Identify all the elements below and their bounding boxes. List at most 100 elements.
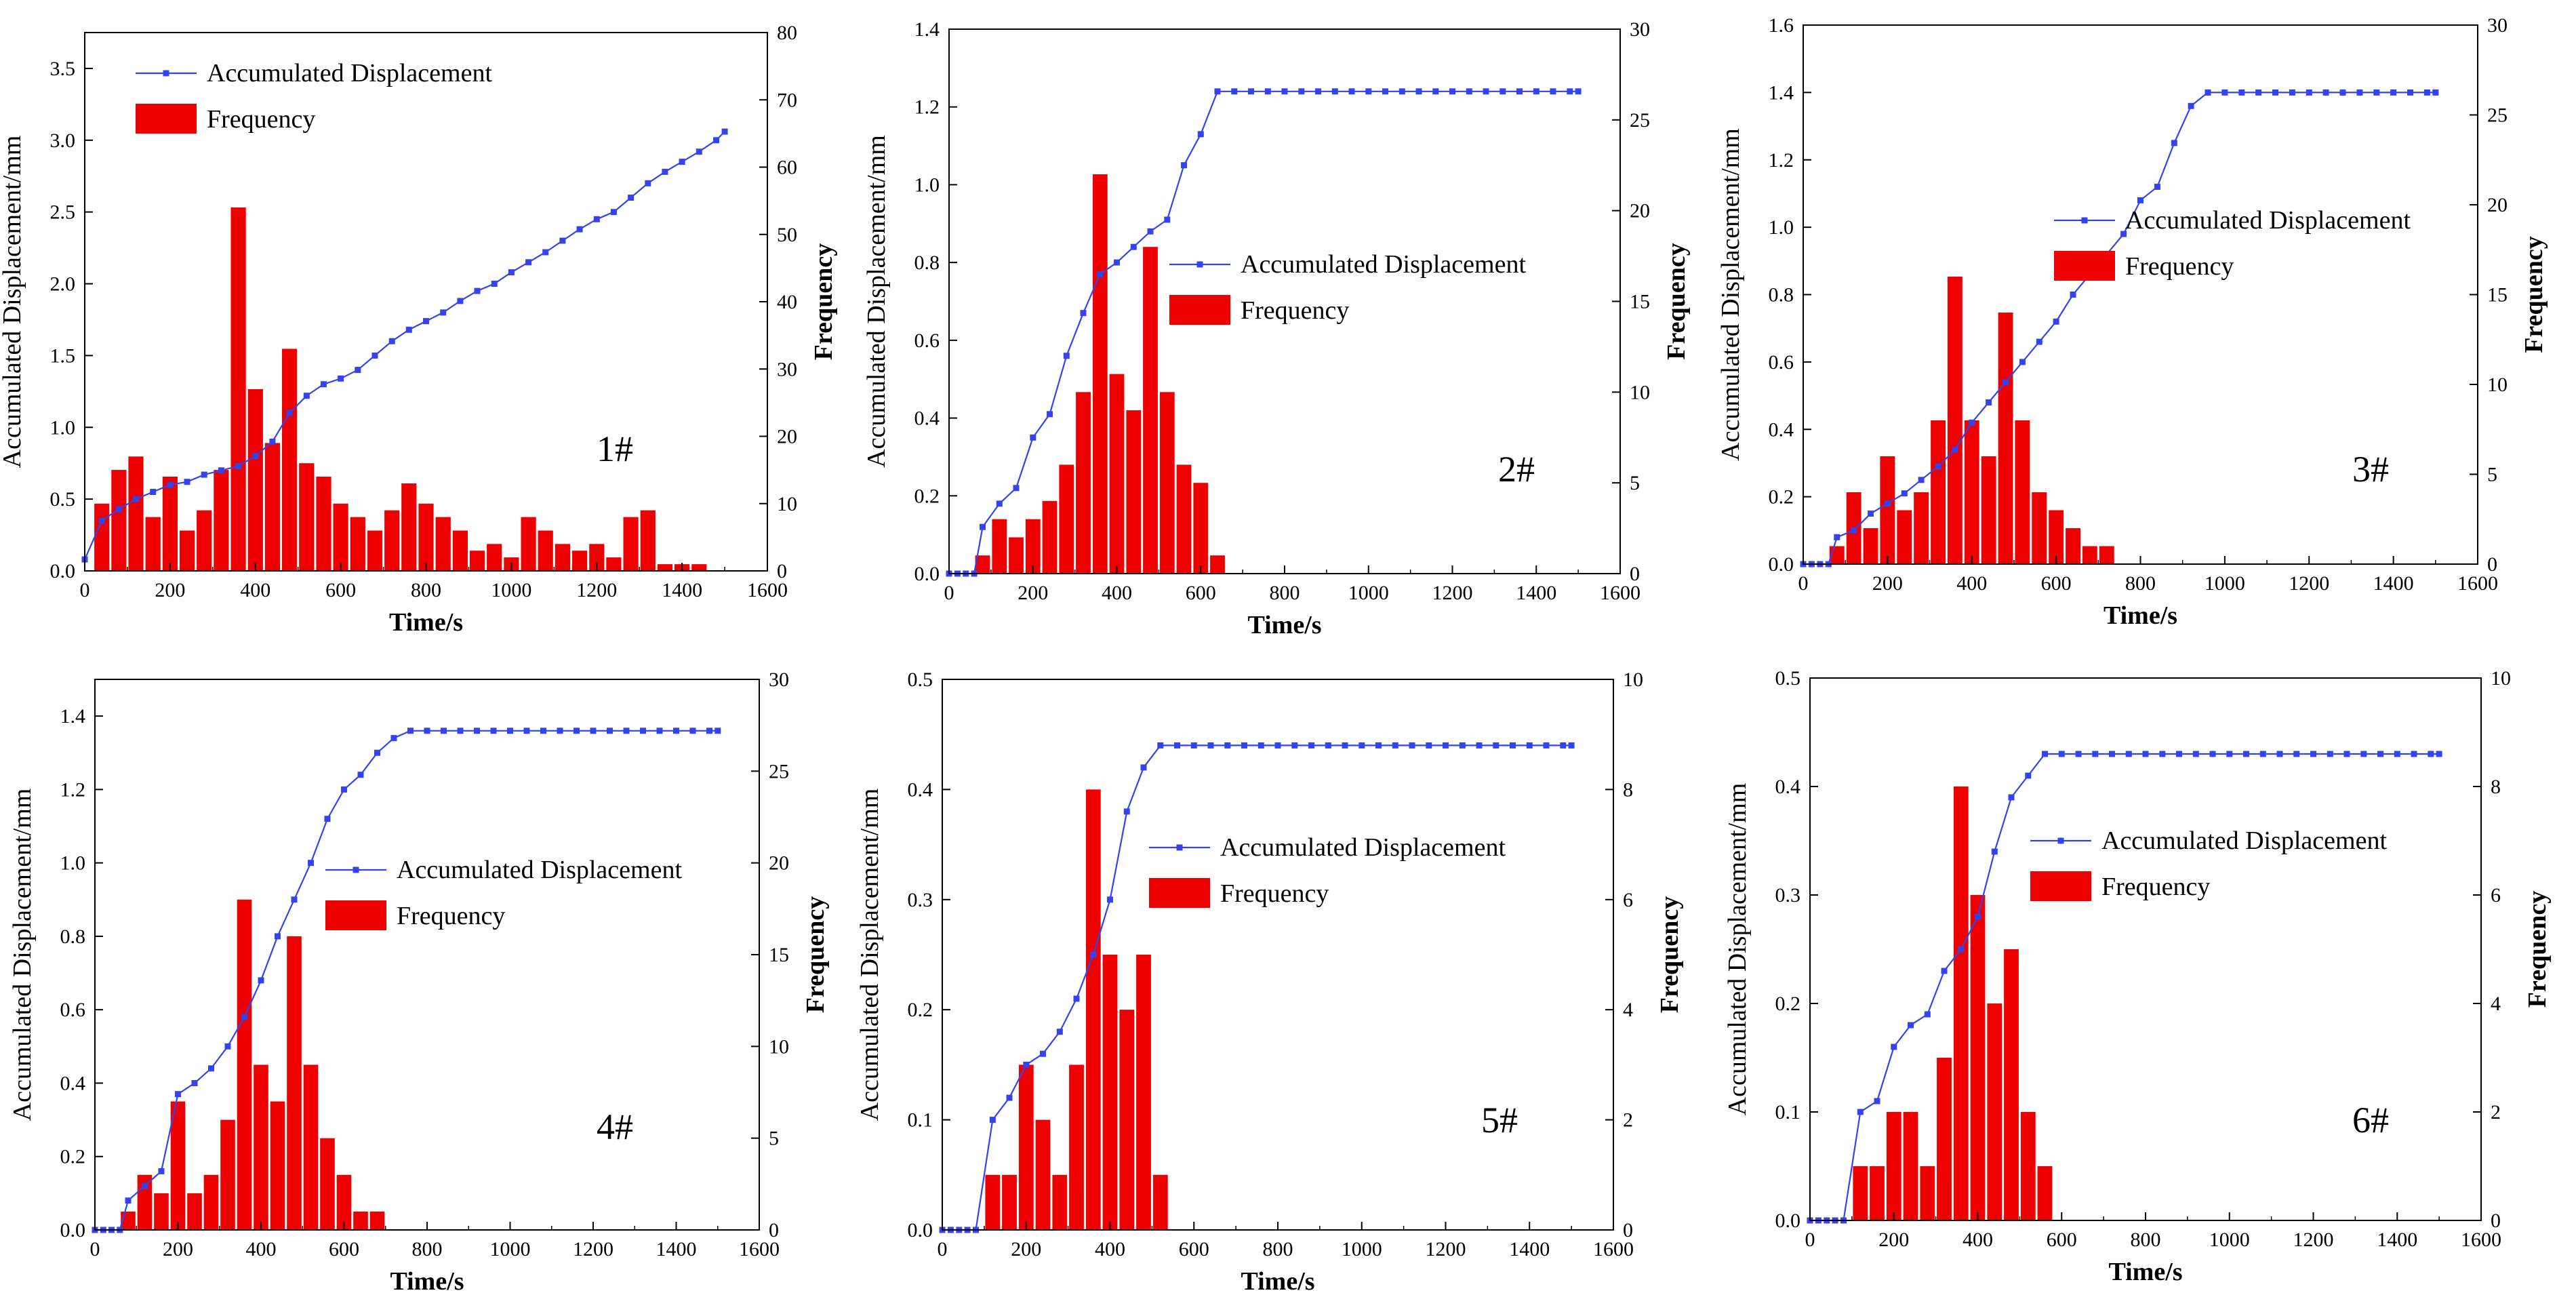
- displacement-point: [1264, 88, 1271, 95]
- x-axis-label: Time/s: [389, 608, 463, 637]
- displacement-point: [1231, 88, 1238, 95]
- frequency-bar: [435, 517, 451, 571]
- legend-line-label: Accumulated Displacement: [397, 856, 682, 884]
- frequency-bar: [247, 389, 263, 571]
- displacement-point: [1174, 742, 1180, 749]
- frequency-bar: [538, 530, 553, 571]
- y2-tick-label: 6: [1623, 889, 1633, 911]
- frequency-bar: [1176, 464, 1192, 574]
- frequency-bar: [1119, 1010, 1135, 1230]
- displacement-point: [2209, 751, 2216, 757]
- displacement-point: [696, 148, 702, 155]
- legend-line-marker: [2057, 837, 2064, 844]
- x-tick-label: 1200: [576, 579, 617, 601]
- displacement-point: [2327, 751, 2333, 757]
- y2-tick-label: 80: [777, 22, 797, 44]
- x-tick-label: 800: [412, 1238, 443, 1260]
- y-tick-label: 0.4: [908, 778, 933, 801]
- displacement-point: [167, 481, 174, 488]
- displacement-point: [341, 786, 347, 793]
- y-tick-label: 0.4: [1775, 776, 1801, 798]
- x-tick-label: 200: [163, 1238, 193, 1260]
- displacement-point: [175, 1091, 181, 1098]
- displacement-point: [1575, 88, 1582, 95]
- displacement-point: [324, 816, 331, 822]
- y-axis-label: Accumulated Displacement/mm: [862, 135, 891, 468]
- displacement-point: [1056, 1029, 1063, 1035]
- displacement-point: [2238, 89, 2245, 96]
- legend-line-marker: [1196, 261, 1203, 268]
- x-tick-label: 600: [325, 579, 356, 601]
- displacement-point: [559, 237, 566, 244]
- x-tick-label: 600: [329, 1238, 359, 1260]
- y-tick-label: 3.5: [50, 58, 76, 80]
- y-tick-label: 0.5: [50, 488, 76, 511]
- displacement-point: [1941, 968, 1948, 974]
- displacement-point: [390, 735, 397, 742]
- x-tick-label: 1200: [1426, 1238, 1466, 1260]
- legend-line-label: Accumulated Displacement: [1241, 250, 1526, 279]
- legend-bar-swatch: [136, 104, 197, 134]
- displacement-point: [2036, 338, 2042, 345]
- panel-1: 0 200 400 600 800 1000 1200 1400 16000.00.51.01.…: [0, 22, 838, 637]
- x-tick-label: 800: [1263, 1238, 1293, 1260]
- frequency-bar: [197, 510, 212, 571]
- y-tick-label: 0.1: [908, 1109, 933, 1132]
- frequency-bar: [1059, 464, 1074, 574]
- frequency-bar: [1210, 555, 1225, 574]
- frequency-bar: [230, 207, 246, 571]
- displacement-point: [224, 1043, 231, 1050]
- x-tick-label: 800: [1270, 582, 1300, 604]
- displacement-point: [1224, 742, 1231, 749]
- displacement-point: [357, 772, 364, 778]
- x-tick-label: 1600: [747, 579, 788, 601]
- displacement-point: [1298, 88, 1305, 95]
- frequency-bar: [254, 1064, 268, 1230]
- displacement-point: [1114, 259, 1120, 266]
- frequency-bar: [1853, 1166, 1868, 1220]
- frequency-bar: [1914, 492, 1929, 564]
- displacement-point: [1857, 1109, 1864, 1115]
- displacement-point: [218, 467, 224, 474]
- displacement-point: [2171, 140, 2177, 146]
- x-tick-label: 1200: [2289, 572, 2329, 595]
- frequency-bar: [154, 1193, 169, 1230]
- frequency-bar: [320, 1138, 335, 1230]
- displacement-point: [1107, 896, 1113, 903]
- panel-label: 4#: [597, 1107, 633, 1147]
- y-tick-label: 0.4: [60, 1072, 86, 1094]
- y2-tick-label: 5: [769, 1128, 779, 1150]
- displacement-point: [1147, 228, 1154, 235]
- displacement-point: [1123, 808, 1130, 815]
- y2-tick-label: 5: [1630, 472, 1640, 494]
- panel-label: 3#: [2352, 449, 2389, 490]
- y2-tick-label: 8: [1623, 778, 1633, 801]
- frequency-bar: [1025, 519, 1041, 574]
- legend-line-marker: [353, 867, 359, 873]
- y-axis-label: Accumulated Displacement/mm: [8, 789, 37, 1121]
- y2-tick-label: 2: [1623, 1109, 1633, 1132]
- y2-tick-label: 30: [769, 669, 789, 691]
- panel-label: 1#: [597, 429, 633, 469]
- displacement-point: [1958, 946, 1965, 953]
- y2-axis-label: Frequency: [1655, 896, 1684, 1013]
- frequency-bar: [1981, 456, 1996, 564]
- displacement-point: [491, 281, 498, 287]
- panel-label: 2#: [1498, 449, 1535, 490]
- displacement-point: [1241, 742, 1247, 749]
- displacement-point: [457, 298, 464, 304]
- y-tick-label: 0.0: [1769, 553, 1794, 576]
- frequency-bar: [1193, 483, 1209, 574]
- panel-2: 0 200 400 600 800 1000 1200 1400 16000.00.20.40.…: [862, 18, 1691, 639]
- displacement-point: [1884, 500, 1891, 507]
- displacement-point: [269, 438, 276, 445]
- y2-tick-label: 0: [769, 1219, 779, 1241]
- y2-tick-label: 60: [777, 157, 797, 179]
- displacement-point: [2019, 359, 2026, 365]
- x-tick-label: 1000: [491, 579, 531, 601]
- legend-line-marker: [2081, 217, 2088, 224]
- displacement-point: [308, 860, 314, 867]
- displacement-point: [474, 287, 481, 294]
- displacement-point: [2407, 89, 2413, 96]
- displacement-point: [610, 209, 617, 216]
